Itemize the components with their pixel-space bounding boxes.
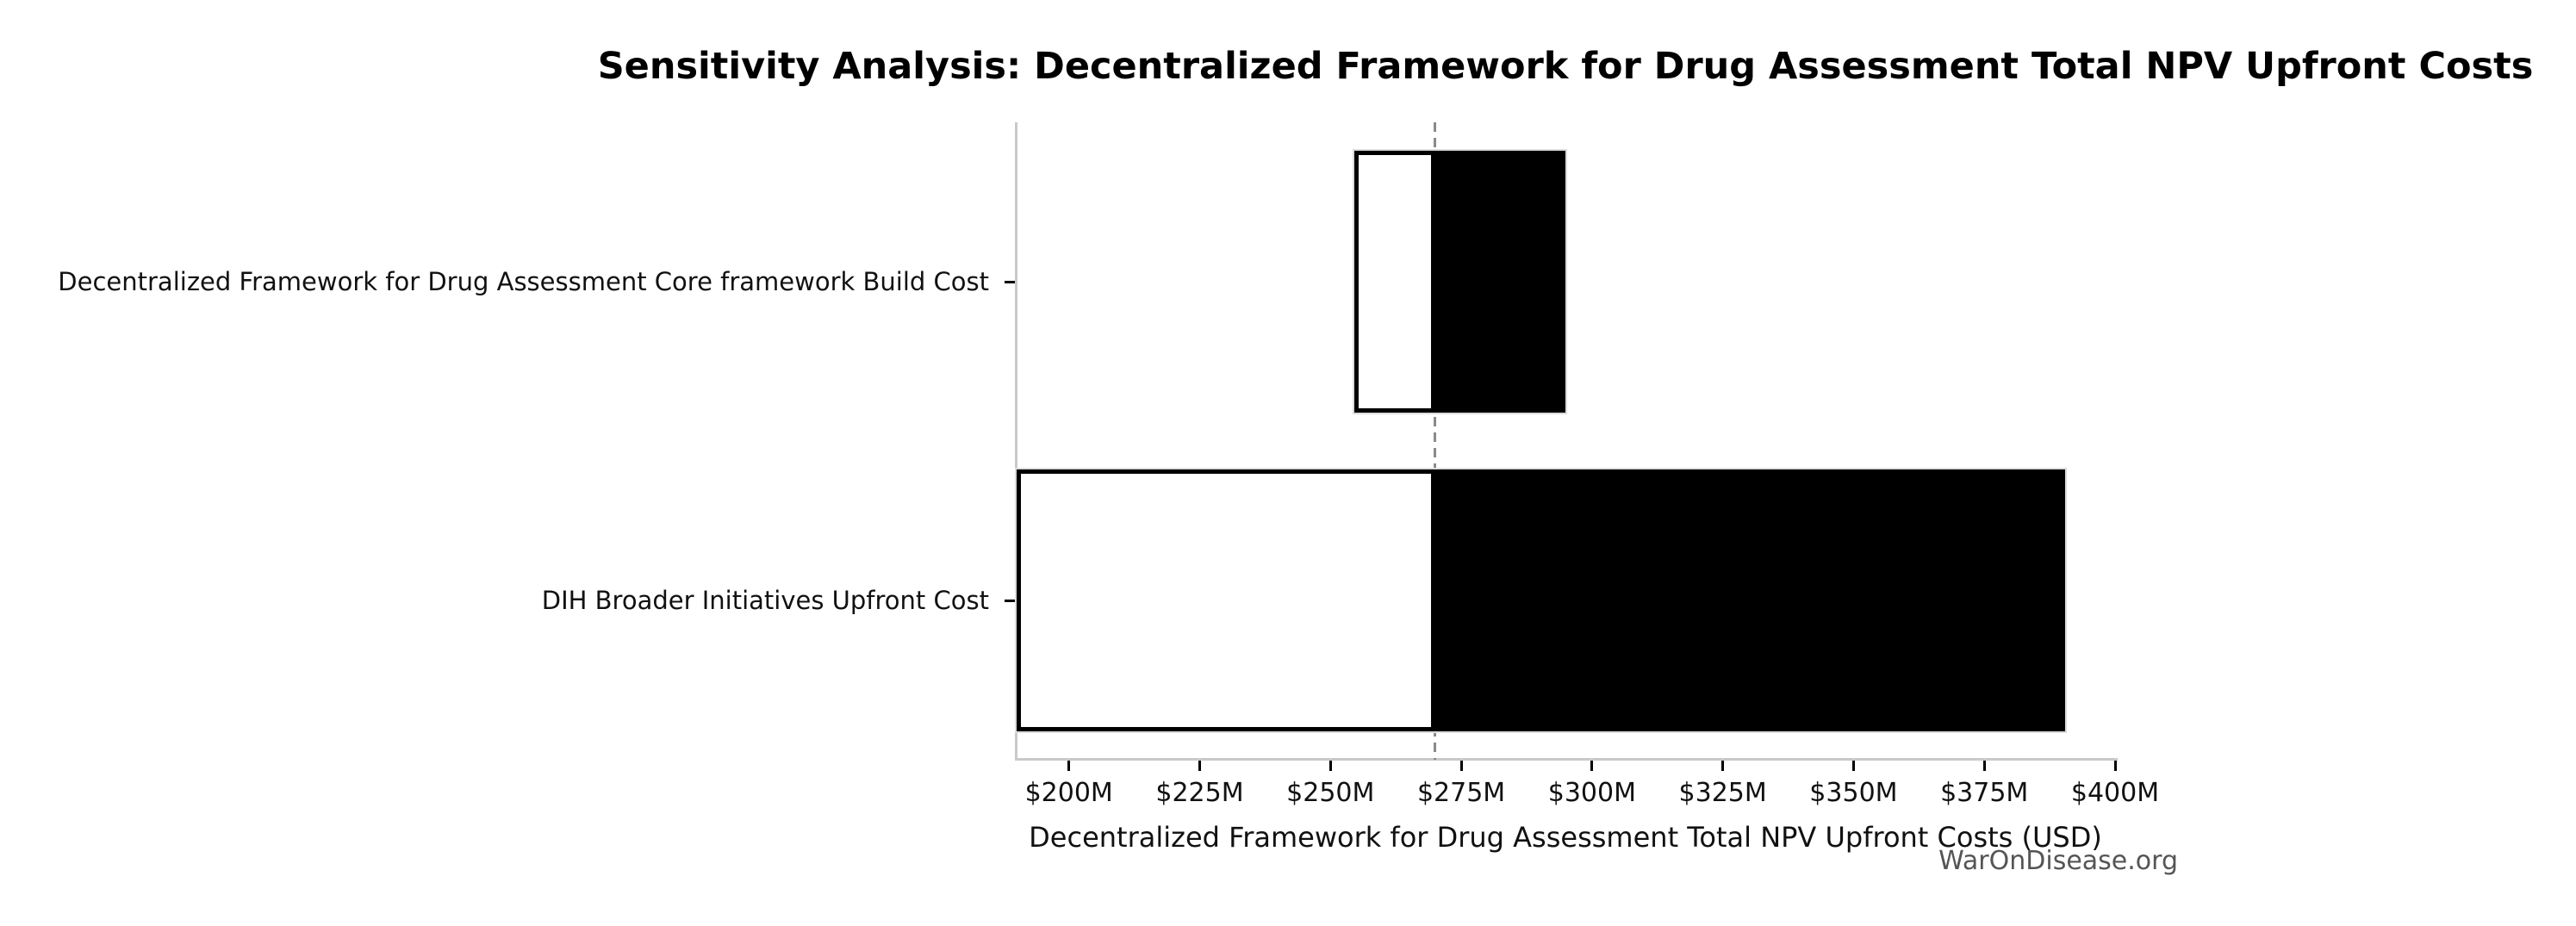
x-tick-mark (1851, 761, 1855, 771)
x-tick-mark (2113, 761, 2117, 771)
x-tick-mark (1198, 761, 1201, 771)
x-tick-mark (1721, 761, 1725, 771)
bar-low-segment (1353, 151, 1435, 413)
chart-title: Sensitivity Analysis: Decentralized Fram… (597, 45, 2534, 88)
y-tick-mark (1005, 599, 1015, 602)
x-tick-label: $250M (1286, 778, 1375, 808)
watermark-text: WarOnDisease.org (1938, 846, 2178, 876)
x-tick-label: $225M (1155, 778, 1244, 808)
x-tick-label: $275M (1416, 778, 1506, 808)
y-axis-spine (1015, 122, 1017, 761)
tornado-row (1353, 151, 1566, 413)
y-tick-mark (1005, 280, 1015, 283)
tornado-row (1017, 469, 2066, 731)
x-tick-mark (1459, 761, 1463, 771)
y-tick-label: Decentralized Framework for Drug Assessm… (58, 267, 989, 296)
x-tick-mark (1982, 761, 1986, 771)
x-tick-mark (1328, 761, 1332, 771)
bar-high-segment (1434, 151, 1566, 413)
x-tick-label: $400M (2070, 778, 2160, 808)
x-tick-mark (1067, 761, 1071, 771)
x-tick-label: $350M (1809, 778, 1898, 808)
x-tick-label: $325M (1678, 778, 1767, 808)
x-axis-spine (1015, 758, 2118, 761)
x-tick-label: $375M (1940, 778, 2029, 808)
x-tick-mark (1590, 761, 1594, 771)
bar-high-segment (1434, 469, 2066, 731)
x-tick-label: $200M (1024, 778, 1113, 808)
baseline-dashed-line (1434, 122, 1437, 760)
bar-low-segment (1017, 469, 1435, 731)
x-axis-label: Decentralized Framework for Drug Assessm… (1029, 821, 2102, 854)
y-tick-label: DIH Broader Initiatives Upfront Cost (541, 586, 989, 615)
x-tick-label: $300M (1547, 778, 1636, 808)
